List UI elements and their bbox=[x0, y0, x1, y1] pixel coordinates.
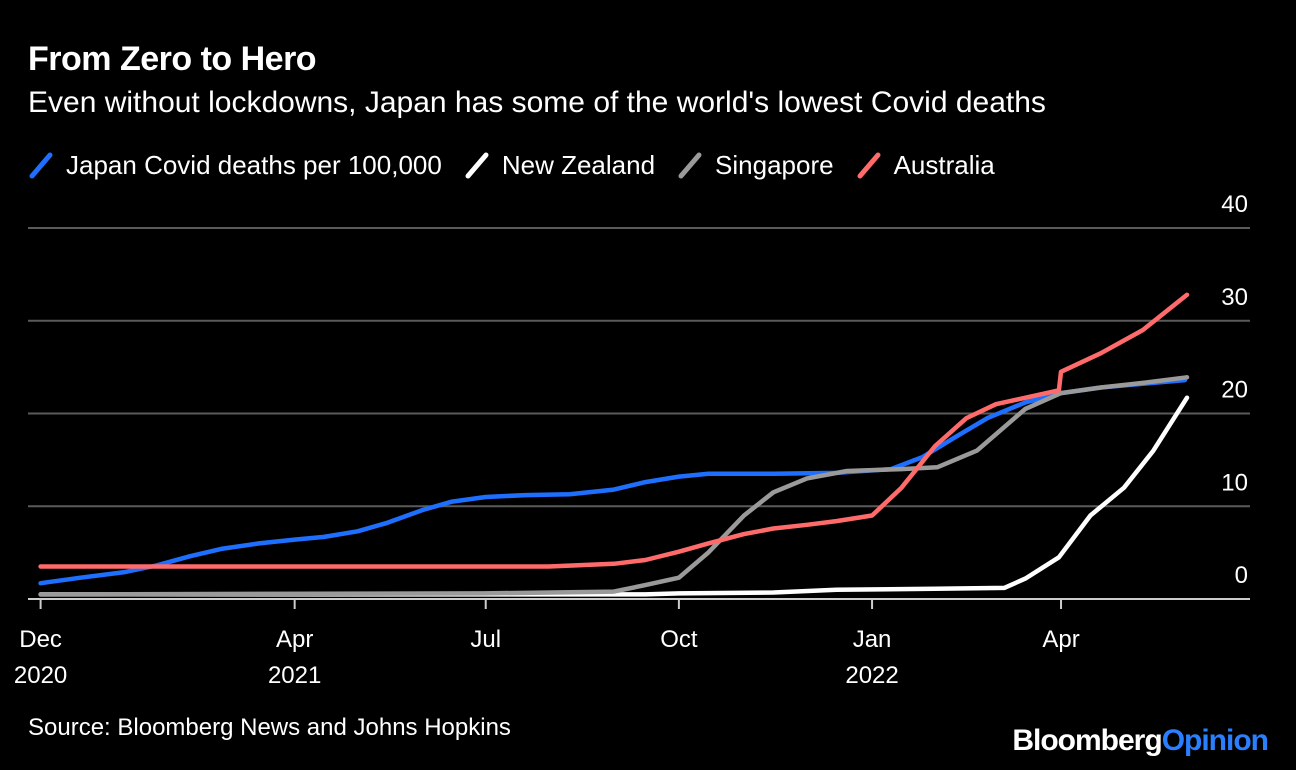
x-tick-label-5: Apr bbox=[1042, 626, 1079, 653]
chart-legend: Japan Covid deaths per 100,000 New Zealan… bbox=[28, 145, 1017, 185]
legend-swatch-japan-covid-deaths-per-100-000 bbox=[28, 150, 54, 180]
series-line-japan-covid-deaths-per-100-000 bbox=[38, 377, 1188, 586]
x-tick-label-0: Dec bbox=[19, 626, 62, 653]
x-tick-year-4: 2022 bbox=[845, 662, 898, 689]
brand-logo: BloombergOpinion bbox=[1012, 724, 1269, 758]
y-tick-label-40: 40 bbox=[1221, 191, 1248, 218]
chart-title: From Zero to Hero bbox=[28, 40, 317, 78]
y-tick-label-20: 20 bbox=[1221, 377, 1248, 404]
brand-logo-part1: Bloomberg bbox=[1012, 724, 1162, 757]
x-tick-label-1: Apr bbox=[276, 626, 313, 653]
grid-lines bbox=[28, 227, 1250, 508]
series-lines bbox=[38, 292, 1190, 597]
y-axis-labels: 0 10 20 30 40 bbox=[1221, 191, 1248, 589]
x-tick-label-2: Jul bbox=[470, 626, 501, 653]
legend-swatch-singapore bbox=[677, 150, 703, 180]
x-axis-labels: Dec 2020 Apr 2021 Jul Oct Jan 2022 Apr bbox=[14, 626, 1080, 689]
legend-label-singapore: Singapore bbox=[715, 149, 834, 180]
x-tick-label-3: Oct bbox=[660, 626, 698, 653]
x-tick-label-4: Jan bbox=[853, 626, 892, 653]
y-tick-label-0: 0 bbox=[1235, 562, 1248, 589]
y-tick-label-10: 10 bbox=[1221, 469, 1248, 496]
legend-swatch-australia bbox=[856, 150, 882, 180]
legend-label-japan-covid-deaths-per-100-000: Japan Covid deaths per 100,000 bbox=[66, 149, 442, 180]
legend-item-japan-covid-deaths-per-100-000: Japan Covid deaths per 100,000 bbox=[28, 150, 442, 181]
x-tick-year-0: 2020 bbox=[14, 662, 67, 689]
legend-item-new-zealand: New Zealand bbox=[464, 150, 655, 181]
series-line-australia bbox=[38, 292, 1190, 569]
legend-item-singapore: Singapore bbox=[677, 150, 834, 181]
series-line-new-zealand bbox=[38, 395, 1190, 597]
y-tick-label-30: 30 bbox=[1221, 284, 1248, 311]
brand-logo-part2: Opinion bbox=[1161, 724, 1269, 757]
chart-subtitle: Even without lockdowns, Japan has some o… bbox=[28, 86, 1046, 119]
legend-label-australia: Australia bbox=[893, 149, 995, 180]
source-note: Source: Bloomberg News and Johns Hopkins bbox=[28, 714, 511, 741]
series-line-singapore bbox=[38, 375, 1190, 597]
legend-item-australia: Australia bbox=[856, 150, 995, 181]
legend-label-new-zealand: New Zealand bbox=[501, 149, 656, 180]
x-axis bbox=[28, 598, 1250, 609]
x-tick-year-1: 2021 bbox=[268, 662, 321, 689]
legend-swatch-new-zealand bbox=[464, 150, 490, 180]
